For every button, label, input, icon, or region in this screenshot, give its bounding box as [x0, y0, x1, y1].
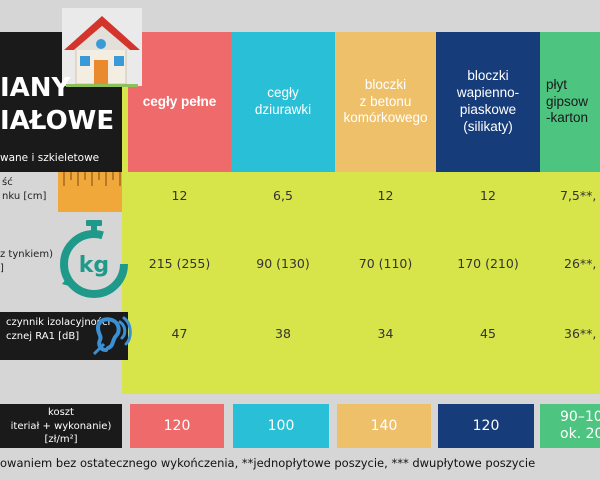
title-line-2: IAŁOWE — [0, 105, 115, 136]
header-label: cegły dziurawki — [255, 85, 311, 119]
cell-acoustic: 47 — [171, 325, 188, 341]
footnote: owaniem bez ostatecznego wykończenia, **… — [0, 456, 536, 470]
table-border — [122, 32, 128, 394]
cell-thickness: 12 — [171, 187, 188, 203]
row-label-line: ść — [2, 177, 13, 188]
hearing-icon — [90, 316, 132, 356]
header-line: płyt gipsow -karton — [546, 76, 589, 126]
table-body — [128, 172, 600, 394]
cost-cegly-pelne: 120 — [130, 404, 224, 448]
row-label-line: koszt — [48, 407, 74, 418]
page-subtitle: wane i szkieletowe — [0, 152, 100, 164]
cell-weight: 26**, 5 — [564, 255, 600, 271]
cell-weight: 90 (130) — [256, 255, 310, 271]
header-plyty-gk: płyt gipsow -karton — [540, 32, 600, 172]
cell-acoustic: 36**, 4 — [564, 325, 600, 341]
house-icon — [58, 4, 146, 90]
header-line: bloczki wapienno-piaskowe (silikaty) — [456, 68, 520, 134]
header-cegly-pelne: cegły pełne — [128, 32, 231, 172]
cost-line: ok. 200 — [560, 426, 600, 442]
cell-weight: 170 (210) — [457, 255, 519, 271]
cost-silikaty: 120 — [438, 404, 534, 448]
svg-text:kg: kg — [79, 253, 109, 278]
cost-bloczki-komorkowe: 140 — [337, 404, 431, 448]
header-label: bloczki wapienno-piaskowe (silikaty) — [457, 68, 519, 136]
header-line: bloczki z betonu komórkowego — [343, 76, 428, 126]
row-label-cost: koszt iteriał + wykonanie) [zł/m²] — [0, 404, 122, 448]
cell-weight: 215 (255) — [148, 255, 211, 271]
row-label-line: [zł/m²] — [44, 434, 78, 445]
cost-lines: 90–10 ok. 200 — [560, 409, 600, 443]
cost-cegly-dziurawki: 100 — [233, 404, 329, 448]
cost-line: 90–10 — [560, 409, 600, 426]
weight-timer-icon: kg — [60, 218, 132, 302]
cell-acoustic: 38 — [275, 325, 291, 341]
row-label-thickness: ść nku [cm] — [0, 176, 56, 203]
row-label-line: czynnik izolacyjności — [6, 317, 111, 328]
row-label-line: iteriał + wykonanie) — [10, 420, 112, 432]
cell-thickness: 12 — [480, 187, 496, 203]
header-line: cegły dziurawki — [254, 85, 312, 117]
header-label: płyt gipsow -karton — [546, 77, 588, 128]
row-label-weight: z tynkiem) ] — [0, 248, 60, 275]
cell-weight: 70 (110) — [358, 255, 413, 271]
page-title: IANY IAŁOWE — [0, 72, 122, 137]
row-label-line: z tynkiem) — [0, 249, 53, 260]
title-line-1: IANY — [0, 73, 71, 103]
header-bloczki-komorkowe: bloczki z betonu komórkowego — [335, 32, 436, 172]
row-label-line: nku [cm] — [2, 190, 47, 202]
cell-thickness: 6,5 — [273, 187, 293, 203]
cell-acoustic: 34 — [377, 325, 394, 341]
header-cegly-dziurawki: cegły dziurawki — [231, 32, 335, 172]
cell-thickness: 7,5**, 1 — [560, 187, 600, 203]
ruler-icon — [58, 172, 122, 212]
header-silikaty: bloczki wapienno-piaskowe (silikaty) — [436, 32, 540, 172]
header-label: cegły pełne — [142, 93, 217, 109]
cell-acoustic: 45 — [480, 325, 496, 341]
cell-thickness: 12 — [377, 187, 394, 203]
cost-plyty-gk: 90–10 ok. 200 — [540, 404, 600, 448]
row-label-line: cznej RA1 [dB] — [6, 330, 80, 342]
row-label-line: ] — [0, 262, 4, 274]
header-label: bloczki z betonu komórkowego — [343, 77, 427, 128]
